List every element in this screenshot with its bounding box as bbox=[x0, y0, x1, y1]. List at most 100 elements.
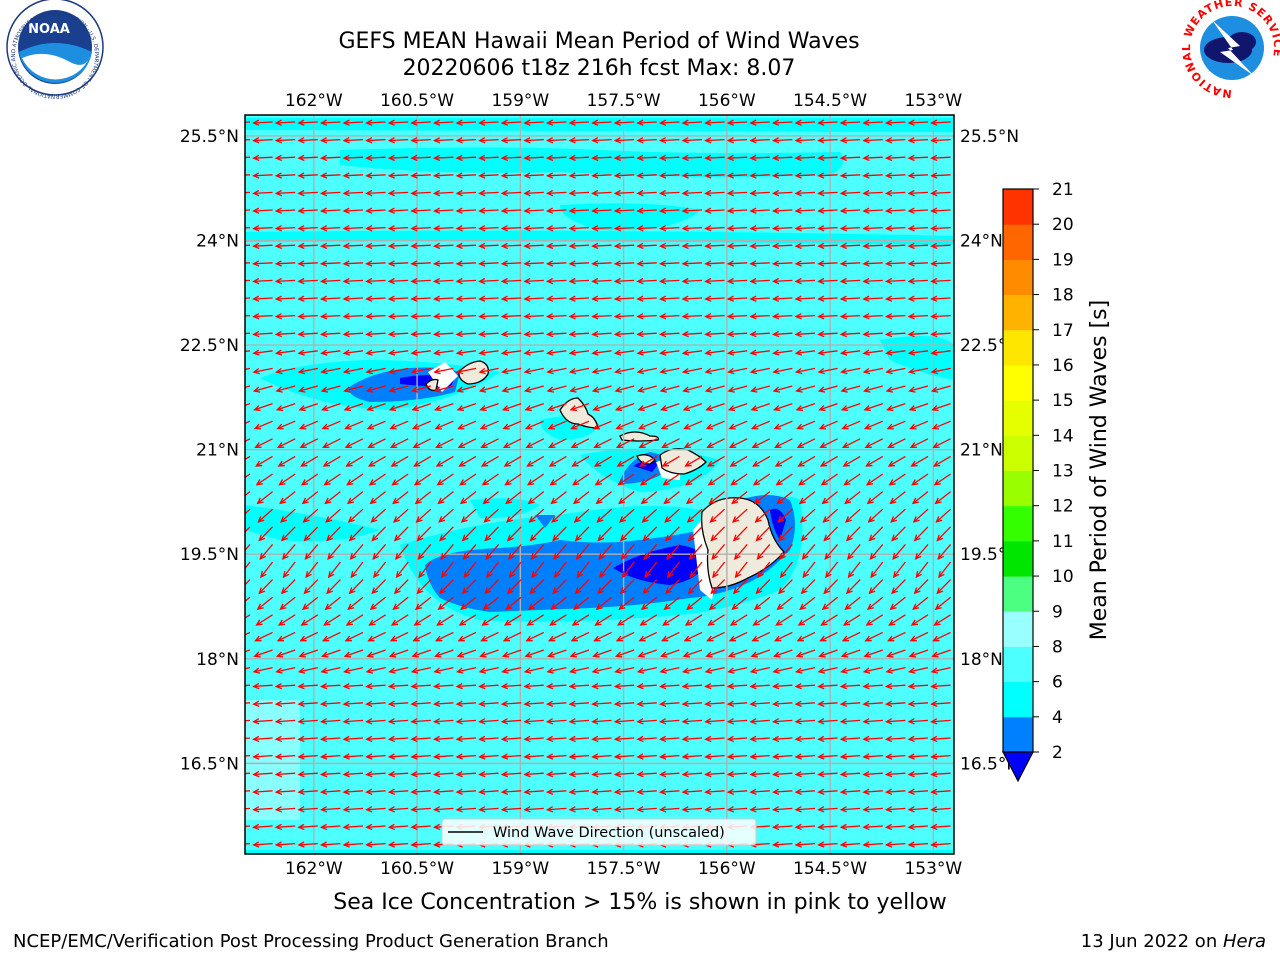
wave-vector bbox=[344, 684, 364, 688]
wave-vector-head bbox=[907, 735, 915, 743]
wave-vector-head bbox=[888, 479, 896, 486]
wave-vector bbox=[909, 754, 929, 758]
wave-vector bbox=[891, 526, 906, 541]
wave-vector-head bbox=[613, 207, 622, 214]
wave-vector bbox=[502, 314, 522, 318]
wave-vector-head bbox=[526, 619, 534, 626]
wave-vector-head bbox=[909, 635, 917, 642]
wave-vector-head bbox=[502, 423, 510, 430]
wave-vector-head bbox=[252, 313, 260, 320]
wave-vector-head bbox=[910, 460, 918, 467]
wave-vector-head bbox=[525, 635, 533, 642]
wave-vector-head bbox=[636, 667, 645, 674]
wave-vector bbox=[683, 350, 703, 354]
wave-vector bbox=[933, 438, 951, 448]
wave-vector-head bbox=[523, 207, 531, 214]
wave-vector-head bbox=[432, 172, 441, 179]
wave-vector-head bbox=[749, 806, 757, 813]
wave-vector-head bbox=[640, 497, 648, 505]
wave-vector-head bbox=[613, 753, 622, 760]
footer-host: Hera bbox=[1222, 931, 1266, 952]
wave-vector bbox=[796, 385, 816, 392]
wave-vector bbox=[457, 385, 477, 392]
lon-label-top: 159°W bbox=[491, 91, 549, 111]
wave-vector-head bbox=[320, 367, 328, 375]
wave-vector bbox=[547, 807, 567, 811]
colorbar-block bbox=[1003, 611, 1033, 647]
wave-vector bbox=[346, 455, 364, 467]
lat-label-left: 21°N bbox=[196, 441, 239, 461]
wave-vector bbox=[245, 702, 251, 704]
wave-vector-head bbox=[594, 619, 602, 626]
wave-vector bbox=[887, 420, 906, 430]
wave-vector-head bbox=[568, 682, 576, 690]
wave-vector bbox=[637, 314, 657, 318]
wave-vector-head bbox=[301, 603, 310, 611]
wave-vector-head bbox=[260, 571, 267, 579]
wave-vector-head bbox=[410, 172, 418, 179]
wave-vector-head bbox=[252, 225, 260, 232]
wave-vector bbox=[705, 262, 725, 265]
wave-vector bbox=[935, 491, 952, 504]
wave-vector-head bbox=[524, 405, 532, 412]
wave-vector bbox=[411, 719, 431, 723]
wave-vector bbox=[932, 420, 951, 430]
wave-vector-head bbox=[749, 225, 757, 232]
wind-wave-vectors bbox=[231, 119, 952, 848]
wave-vector bbox=[502, 772, 522, 776]
wave-vector-head bbox=[773, 405, 781, 412]
wave-vector bbox=[507, 579, 522, 594]
wave-vector-head bbox=[367, 460, 376, 467]
wave-vector bbox=[660, 279, 680, 283]
wave-vector bbox=[886, 191, 906, 195]
wave-vector-head bbox=[297, 225, 305, 232]
wave-vector bbox=[366, 297, 386, 300]
wave-vector bbox=[394, 579, 409, 594]
wave-vector bbox=[412, 649, 432, 657]
wave-vector bbox=[931, 684, 951, 688]
wave-vector-head bbox=[530, 552, 538, 561]
wave-vector-head bbox=[342, 841, 350, 848]
wave-vector bbox=[774, 420, 793, 430]
wave-vector bbox=[689, 543, 703, 560]
wave-vector bbox=[457, 350, 477, 354]
wave-vector bbox=[638, 402, 658, 411]
wave-vector-head bbox=[731, 497, 739, 505]
wave-vector bbox=[343, 209, 364, 212]
wave-vector-head bbox=[500, 770, 509, 778]
wave-vector-head bbox=[297, 242, 305, 250]
wave-vector bbox=[479, 262, 499, 265]
wave-vector-head bbox=[500, 277, 509, 285]
wave-vector-head bbox=[231, 155, 237, 160]
wave-vector bbox=[819, 402, 838, 411]
wave-vector bbox=[592, 350, 612, 354]
wave-vector-head bbox=[681, 313, 689, 320]
wave-vector bbox=[592, 138, 612, 142]
wave-vector bbox=[728, 666, 748, 673]
wave-vector-head bbox=[794, 753, 802, 760]
wave-vector bbox=[570, 684, 590, 688]
wave-vector bbox=[750, 754, 770, 758]
wave-vector-head bbox=[388, 405, 397, 412]
wave-vector-head bbox=[930, 735, 938, 743]
wave-vector bbox=[503, 420, 522, 430]
wave-vector-head bbox=[704, 242, 712, 250]
wave-vector bbox=[276, 825, 296, 828]
wave-vector-head bbox=[936, 587, 944, 595]
wave-vector-head bbox=[796, 635, 804, 642]
wave-vector bbox=[818, 825, 838, 828]
wave-vector-head bbox=[252, 718, 260, 725]
wave-vector bbox=[843, 455, 861, 467]
wave-vector bbox=[569, 314, 590, 318]
wave-vector-head bbox=[704, 295, 712, 302]
wave-vector-head bbox=[794, 823, 802, 831]
wave-vector bbox=[796, 842, 816, 846]
wave-vector-head bbox=[523, 806, 531, 813]
wave-vector bbox=[751, 385, 770, 392]
wave-vector-head bbox=[387, 841, 396, 848]
wave-vector bbox=[908, 174, 929, 177]
wave-vector-head bbox=[252, 823, 260, 831]
wave-vector-head bbox=[365, 242, 373, 250]
wave-vector-head bbox=[322, 442, 330, 448]
wave-vector-head bbox=[458, 460, 466, 467]
